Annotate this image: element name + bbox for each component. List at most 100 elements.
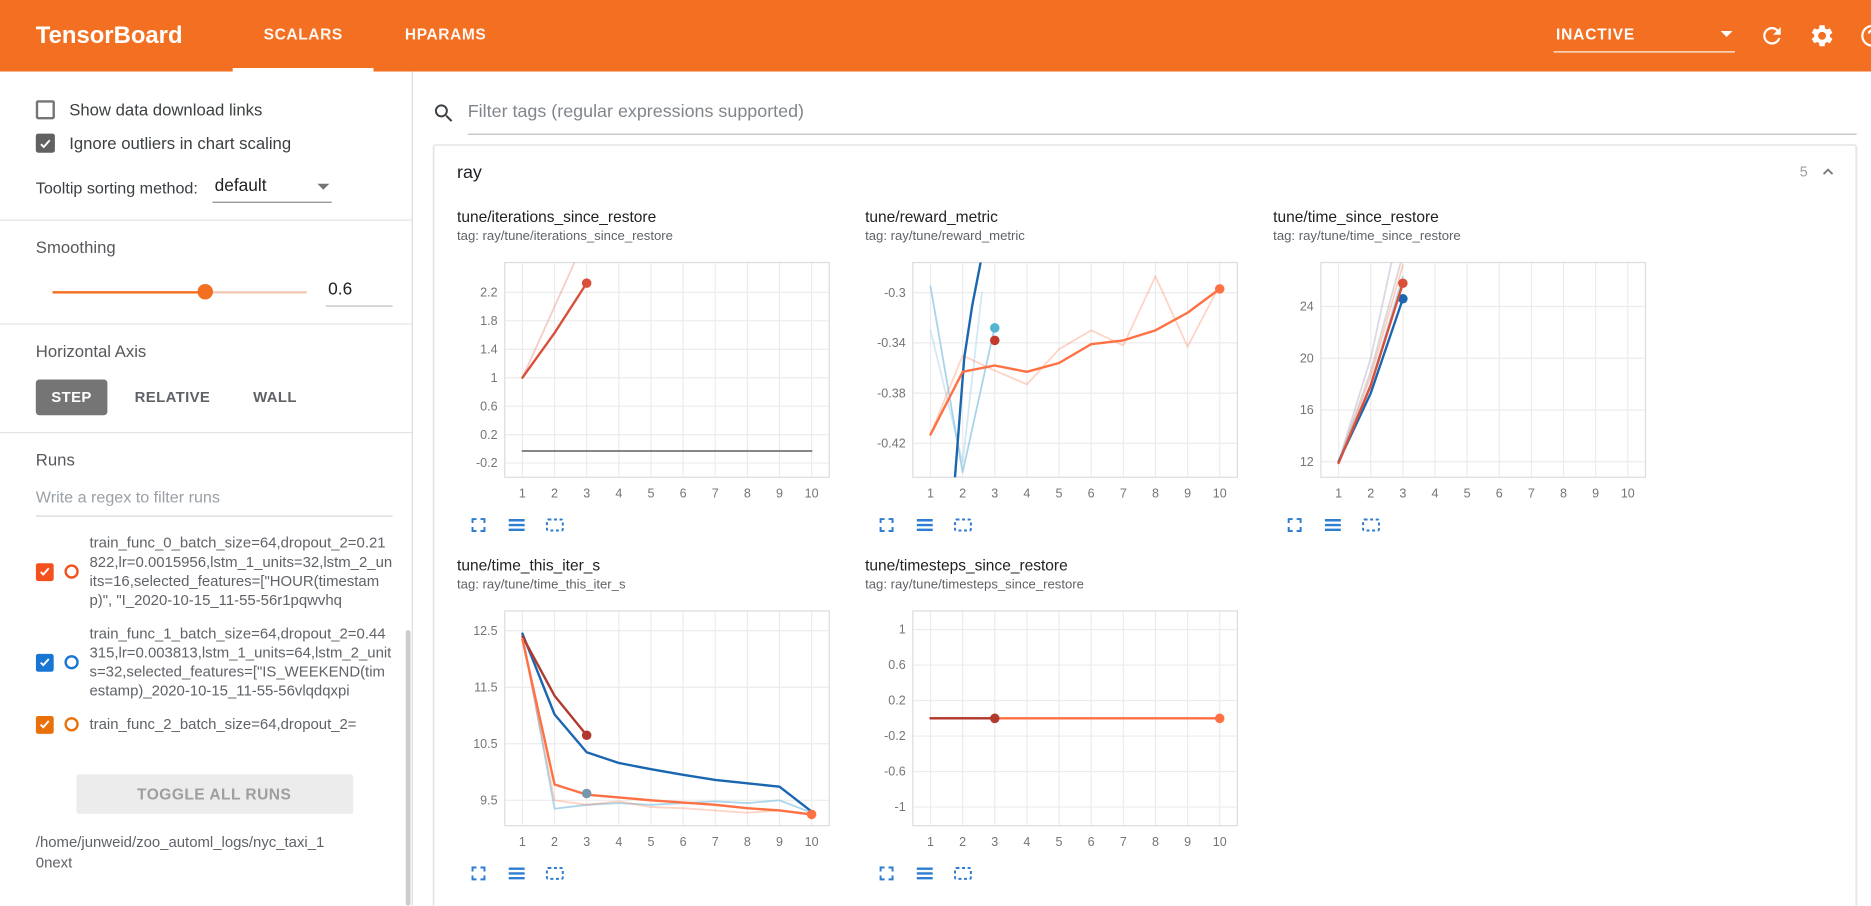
axis-button-wall[interactable]: WALL: [253, 388, 297, 406]
log-scale-icon[interactable]: [1321, 513, 1345, 537]
chart-plot[interactable]: 1 2 3 4 5 6 7 8 9 10 -0.42 -0.38 -0.34 -0.3: [865, 255, 1249, 506]
chart-tag: tag: ray/tune/time_since_restore: [1273, 229, 1461, 244]
svg-text:5: 5: [647, 487, 654, 501]
smoothing-slider[interactable]: [52, 283, 307, 301]
sidebar-scrollbar[interactable]: [405, 630, 411, 906]
ignore-outliers-row[interactable]: Ignore outliers in chart scaling: [35, 133, 393, 153]
expand-chart-icon[interactable]: [467, 513, 491, 537]
svg-text:7: 7: [1528, 487, 1535, 501]
reload-status-dropdown[interactable]: INACTIVE: [1553, 20, 1735, 52]
run-label: train_func_0_batch_size=64,dropout_2=0.2…: [89, 534, 393, 609]
svg-text:2: 2: [551, 835, 558, 849]
chart-plot[interactable]: 1 2 3 4 5 6 7 8 9 10 9.5 10.5 11.5 12.5: [457, 604, 841, 855]
fit-domain-icon[interactable]: [543, 862, 567, 886]
svg-text:-0.3: -0.3: [884, 286, 906, 300]
chart-card-iterations-since-restore: tune/iterations_since_restore tag: ray/t…: [457, 208, 841, 537]
svg-text:3: 3: [1399, 487, 1406, 501]
run-label: train_func_1_batch_size=64,dropout_2=0.4…: [89, 625, 392, 700]
svg-text:2.2: 2.2: [480, 286, 497, 300]
run-item[interactable]: train_func_1_batch_size=64,dropout_2=0.4…: [35, 624, 393, 700]
svg-text:1: 1: [899, 623, 906, 637]
show-download-checkbox[interactable]: [35, 100, 55, 120]
smoothing-label: Smoothing: [35, 237, 116, 257]
svg-text:5: 5: [1056, 487, 1063, 501]
log-directory-path: /home/junweid/zoo_automl_logs/nyc_taxi_1…: [35, 834, 325, 872]
tooltip-sorting-dropdown[interactable]: default: [212, 174, 332, 203]
category-header[interactable]: ray 5: [434, 146, 1855, 199]
run-isolate-radio[interactable]: [64, 564, 79, 579]
smoothing-value[interactable]: 0.6: [325, 278, 393, 307]
log-scale-icon[interactable]: [913, 862, 937, 886]
help-icon[interactable]: [1859, 23, 1871, 49]
svg-text:3: 3: [583, 487, 590, 501]
chart-title: tune/time_since_restore: [1273, 207, 1439, 226]
svg-text:10: 10: [1621, 487, 1635, 501]
sidebar: Show data download links Ignore outliers…: [0, 71, 413, 906]
settings-gear-icon[interactable]: [1809, 23, 1835, 49]
svg-text:-0.38: -0.38: [877, 386, 906, 400]
tag-filter-input[interactable]: [467, 94, 1857, 135]
chart-actions: [1273, 513, 1657, 537]
run-checkbox[interactable]: [35, 715, 54, 734]
chart-plot[interactable]: 1 2 3 4 5 6 7 8 9 10 12 16 20 24: [1273, 255, 1657, 506]
svg-text:1: 1: [519, 487, 526, 501]
category-chart-count: 5: [1799, 163, 1808, 181]
run-item[interactable]: train_func_2_batch_size=64,dropout_2=: [35, 715, 393, 734]
expand-chart-icon[interactable]: [875, 513, 899, 537]
svg-text:-0.42: -0.42: [877, 437, 906, 451]
run-checkbox[interactable]: [35, 562, 54, 581]
run-label: train_func_2_batch_size=64,dropout_2=: [89, 715, 357, 733]
ignore-outliers-checkbox[interactable]: [35, 133, 55, 153]
header-actions: INACTIVE: [1553, 0, 1871, 72]
svg-text:12: 12: [1300, 455, 1314, 469]
tab-bar: SCALARS HPARAMS: [232, 0, 518, 72]
expand-chart-icon[interactable]: [1283, 513, 1307, 537]
tab-scalars[interactable]: SCALARS: [232, 0, 374, 72]
chart-actions: [457, 513, 841, 537]
run-checkbox[interactable]: [35, 653, 54, 672]
chart-card-time-this-iter: tune/time_this_iter_s tag: ray/tune/time…: [457, 556, 841, 885]
fit-domain-icon[interactable]: [1359, 513, 1383, 537]
refresh-icon[interactable]: [1759, 23, 1785, 49]
svg-text:1: 1: [927, 835, 934, 849]
svg-text:2: 2: [959, 487, 966, 501]
chart-actions: [865, 862, 1249, 886]
svg-text:3: 3: [991, 835, 998, 849]
tab-hparams[interactable]: HPARAMS: [404, 25, 487, 43]
main-content: ray 5 tune/iterations_since_restore tag:…: [412, 71, 1871, 906]
fit-domain-icon[interactable]: [543, 513, 567, 537]
svg-text:2: 2: [1367, 487, 1374, 501]
svg-text:4: 4: [1432, 487, 1439, 501]
fit-domain-icon[interactable]: [951, 862, 975, 886]
svg-text:5: 5: [1464, 487, 1471, 501]
run-item[interactable]: train_func_0_batch_size=64,dropout_2=0.2…: [35, 533, 393, 609]
expand-chart-icon[interactable]: [467, 862, 491, 886]
dashboard-scroll-area[interactable]: ray 5 tune/iterations_since_restore tag:…: [413, 135, 1871, 906]
smoothing-slider-knob[interactable]: [197, 283, 213, 300]
svg-text:-0.2: -0.2: [476, 456, 498, 470]
run-isolate-radio[interactable]: [64, 655, 79, 670]
log-scale-icon[interactable]: [505, 862, 529, 886]
chart-card-reward-metric: tune/reward_metric tag: ray/tune/reward_…: [865, 208, 1249, 537]
run-isolate-radio[interactable]: [64, 717, 79, 732]
runs-filter-input[interactable]: [35, 478, 393, 517]
svg-text:8: 8: [1560, 487, 1567, 501]
chevron-up-icon[interactable]: [1817, 161, 1838, 182]
log-scale-icon[interactable]: [505, 513, 529, 537]
svg-text:0.6: 0.6: [480, 399, 497, 413]
axis-button-step[interactable]: STEP: [35, 379, 108, 416]
toggle-all-runs-button[interactable]: TOGGLE ALL RUNS: [75, 774, 353, 814]
chart-title: tune/time_this_iter_s: [457, 556, 601, 574]
ignore-outliers-label: Ignore outliers in chart scaling: [69, 133, 292, 153]
expand-chart-icon[interactable]: [875, 862, 899, 886]
fit-domain-icon[interactable]: [951, 513, 975, 537]
log-scale-icon[interactable]: [913, 513, 937, 537]
svg-text:10: 10: [1213, 835, 1227, 849]
chart-plot[interactable]: 1 2 3 4 5 6 7 8 9 10 -0.2 0.2 0.6 1 1.4 1.8 2.2: [457, 255, 841, 506]
axis-button-relative[interactable]: RELATIVE: [134, 388, 211, 406]
chart-title: tune/iterations_since_restore: [457, 207, 657, 226]
chart-plot[interactable]: 1 2 3 4 5 6 7 8 9 10 -1 -0.6 -0.2 0.2 0.6 1: [865, 604, 1249, 855]
svg-text:4: 4: [1023, 835, 1030, 849]
show-download-row[interactable]: Show data download links: [35, 100, 393, 120]
chart-tag: tag: ray/tune/reward_metric: [865, 229, 1025, 244]
